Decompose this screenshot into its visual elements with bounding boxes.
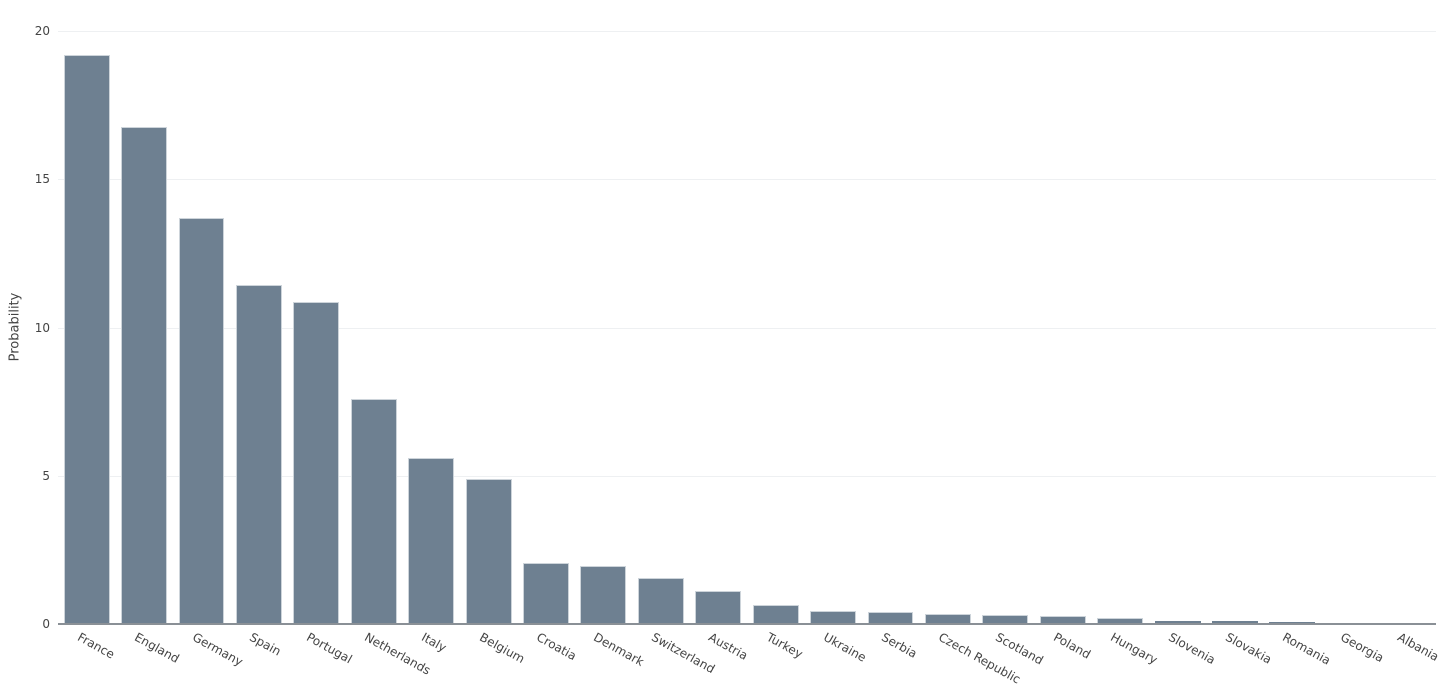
bar-switzerland[interactable] [637,578,684,624]
bar-germany[interactable] [178,217,225,624]
x-tick-label: Georgia [1338,630,1387,666]
bar-serbia[interactable] [867,612,914,624]
bar-italy[interactable] [408,457,455,624]
x-tick-label: England [132,630,182,666]
x-tick-label: Portugal [304,630,355,667]
gridline [58,179,1436,181]
bar-netherlands[interactable] [350,398,397,624]
bar-poland[interactable] [1039,616,1086,624]
x-tick-label: Poland [1050,630,1093,662]
x-tick-label: Hungary [1108,630,1161,668]
bar-england[interactable] [121,127,168,624]
bar-slovakia[interactable] [1212,621,1258,624]
x-tick-label: Serbia [878,630,919,661]
bar-belgium[interactable] [465,478,512,624]
x-tick-label: Croatia [534,630,579,664]
x-tick-label: Italy [419,630,449,655]
bar-hungary[interactable] [1097,618,1144,624]
x-tick-label: Germany [189,630,245,669]
x-tick-label: Albania [1395,630,1440,664]
gridline [58,475,1436,477]
bar-croatia[interactable] [523,563,569,624]
x-tick-label: Ukraine [821,630,869,665]
bar-spain[interactable] [235,284,282,624]
bar-austria[interactable] [695,591,742,624]
x-tick-label: Switzerland [649,630,718,677]
plot-area[interactable] [58,31,1436,624]
y-tick-label: 15 [34,172,50,187]
x-tick-label: France [74,630,117,662]
bar-france[interactable] [63,54,110,624]
x-tick-label: Turkey [763,630,805,662]
x-tick-label: Denmark [591,630,647,669]
x-axis-line [58,623,1436,625]
y-tick-label: 5 [42,468,50,483]
x-tick-label: Spain [247,630,284,659]
bar-portugal[interactable] [293,302,340,624]
bar-czech-republic[interactable] [924,613,971,624]
bar-scotland[interactable] [982,615,1029,624]
x-tick-label: Slovenia [1165,630,1218,668]
bar-ukraine[interactable] [810,610,857,624]
x-tick-label: Romania [1280,630,1334,668]
x-tick-label: Austria [706,630,751,663]
gridline [58,327,1436,329]
bar-slovenia[interactable] [1154,621,1201,624]
bar-turkey[interactable] [752,604,799,624]
x-tick-label: Slovakia [1223,630,1275,667]
gridline [58,31,1436,32]
y-tick-label: 10 [34,320,50,335]
bar-denmark[interactable] [580,566,627,624]
x-tick-label: Belgium [476,630,527,667]
y-tick-label: 20 [34,24,50,38]
y-tick-label: 0 [42,617,50,631]
